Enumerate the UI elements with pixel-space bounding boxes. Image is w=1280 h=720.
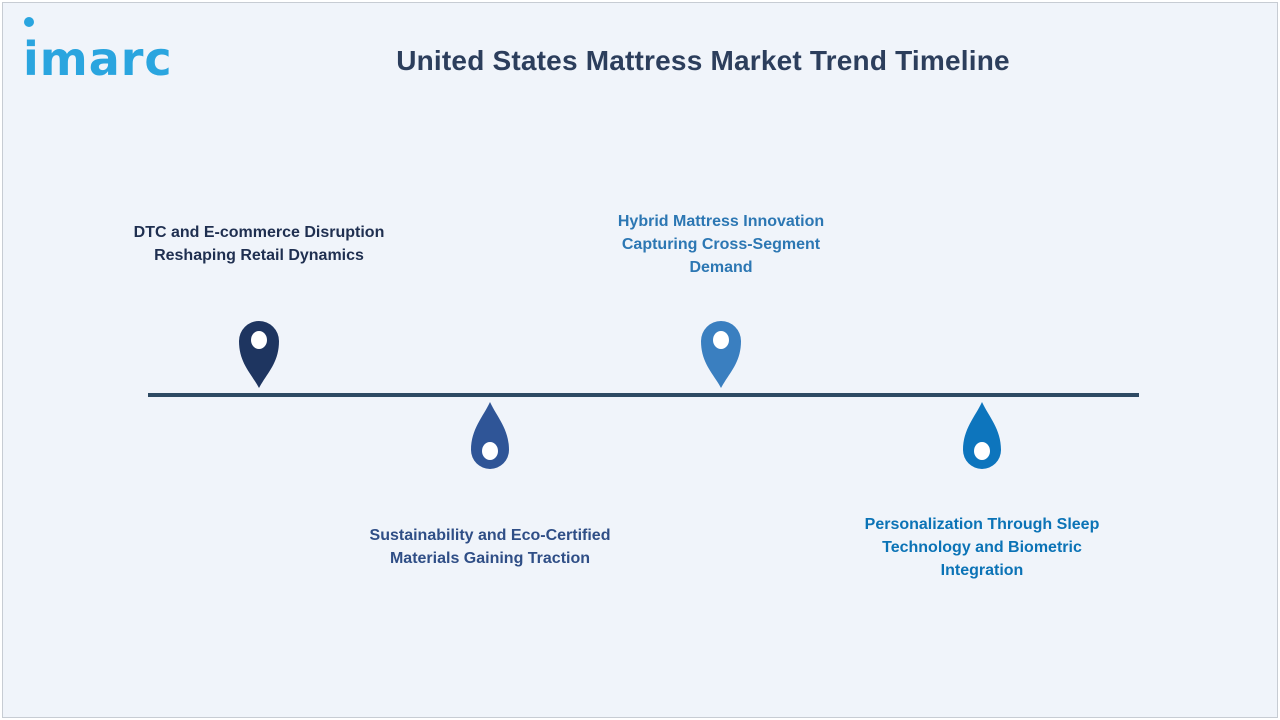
label-line: Reshaping Retail Dynamics — [154, 247, 364, 264]
timeline-label-4: Personalization Through Sleep Technology… — [832, 513, 1132, 582]
label-line: Personalization Through Sleep — [864, 516, 1100, 533]
label-line: DTC and E-commerce Disruption — [133, 224, 385, 241]
pin-hole-icon — [251, 331, 267, 349]
drop-hole-icon — [974, 442, 990, 460]
logo-dot — [24, 17, 34, 27]
timeline-marker-2 — [471, 402, 509, 469]
timeline-marker-3 — [701, 321, 741, 388]
label-line: Hybrid Mattress Innovation — [617, 213, 825, 230]
label-line: Demand — [689, 259, 753, 276]
label-line: Materials Gaining Traction — [389, 550, 591, 567]
map-pin-icon — [239, 321, 279, 388]
pin-hole-icon — [713, 331, 729, 349]
label-line: Technology and Biometric — [882, 539, 1082, 556]
imarc-logo: imarc — [23, 17, 203, 81]
drop-pin-icon — [471, 402, 509, 469]
logo-text: imarc — [23, 32, 173, 81]
label-line: Integration — [940, 562, 1024, 579]
timeline-label-1: DTC and E-commerce Disruption Reshaping … — [109, 221, 409, 267]
label-line: Sustainability and Eco-Certified — [369, 527, 611, 544]
timeline-label-3: Hybrid Mattress Innovation Capturing Cro… — [571, 210, 871, 279]
label-line: Capturing Cross-Segment — [621, 236, 821, 253]
map-pin-icon — [701, 321, 741, 388]
drop-pin-icon — [963, 402, 1001, 469]
drop-hole-icon — [482, 442, 498, 460]
timeline-marker-1 — [239, 321, 279, 388]
timeline-diagram — [148, 321, 1139, 469]
page-title: United States Mattress Market Trend Time… — [396, 45, 1010, 76]
timeline-label-2: Sustainability and Eco-Certified Materia… — [340, 524, 640, 570]
timeline-marker-4 — [963, 402, 1001, 469]
